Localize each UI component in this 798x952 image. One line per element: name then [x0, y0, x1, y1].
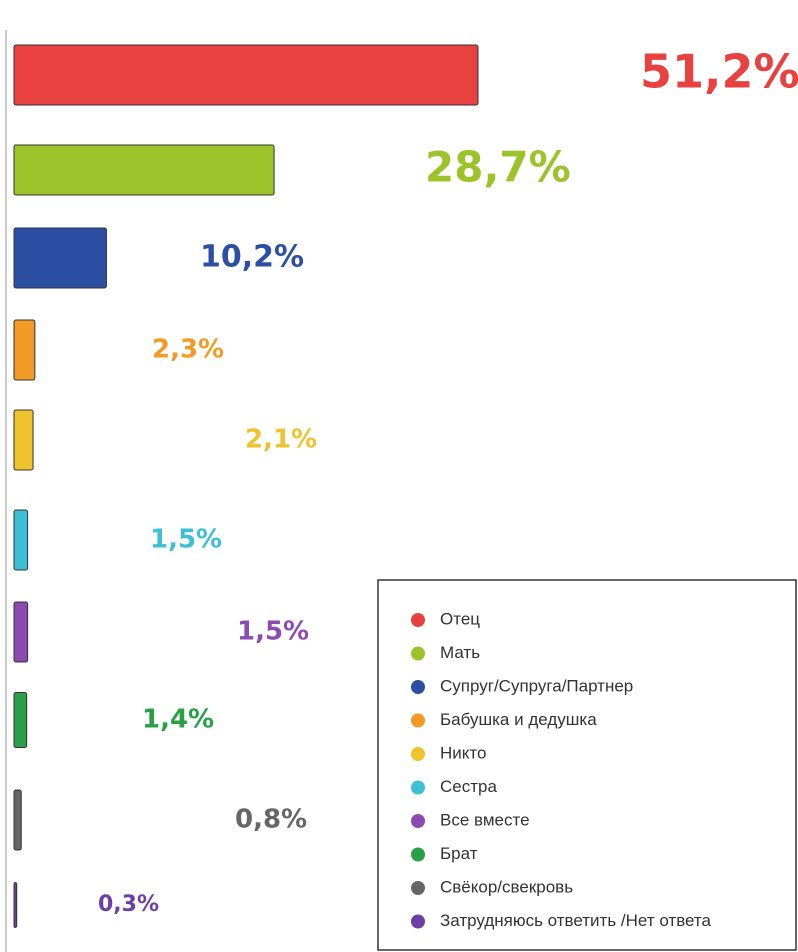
legend-marker: [411, 613, 425, 627]
value-label: 2,3%: [152, 335, 224, 365]
legend-marker: [411, 814, 425, 828]
value-label: 0,3%: [98, 892, 159, 917]
value-label: 2,1%: [245, 425, 317, 455]
legend-label: Супруг/Супруга/Партнер: [440, 676, 633, 695]
bar: [14, 883, 17, 928]
legend-label: Брат: [440, 844, 478, 863]
bar: [14, 145, 274, 195]
legend-marker: [411, 647, 425, 661]
value-label: 1,5%: [237, 617, 309, 647]
legend-label: Затрудняюсь ответить /Нет ответа: [440, 911, 712, 930]
legend-marker: [411, 881, 425, 895]
bar: [14, 410, 33, 470]
bar: [14, 790, 21, 850]
legend-marker: [411, 680, 425, 694]
legend-label: Все вместе: [440, 810, 530, 829]
value-label: 0,8%: [235, 805, 307, 835]
bar: [14, 320, 35, 380]
bar: [14, 228, 106, 288]
value-label: 1,4%: [142, 705, 214, 735]
value-label: 51,2%: [640, 45, 798, 99]
legend-label: Никто: [440, 743, 486, 762]
value-label: 10,2%: [200, 240, 304, 275]
bar: [14, 45, 478, 105]
legend-marker: [411, 714, 425, 728]
value-label: 28,7%: [425, 143, 571, 192]
legend-label: Сестра: [440, 777, 497, 796]
legend-label: Мать: [440, 643, 480, 662]
legend-marker: [411, 848, 425, 862]
bar: [14, 693, 27, 748]
value-label: 1,5%: [150, 525, 222, 555]
legend-label: Бабушка и дедушка: [440, 710, 597, 729]
legend-marker: [411, 781, 425, 795]
legend-marker: [411, 915, 425, 929]
legend-label: Свёкор/свекровь: [440, 877, 573, 896]
bar: [14, 602, 28, 662]
chart: 51,2% 28,7% 10,2% 2,3% 2,1% 1,5% 1,5% 1,4% 0,8% 0…: [0, 0, 798, 952]
bar: [14, 510, 28, 570]
legend-marker: [411, 747, 425, 761]
legend-label: Отец: [440, 609, 480, 628]
